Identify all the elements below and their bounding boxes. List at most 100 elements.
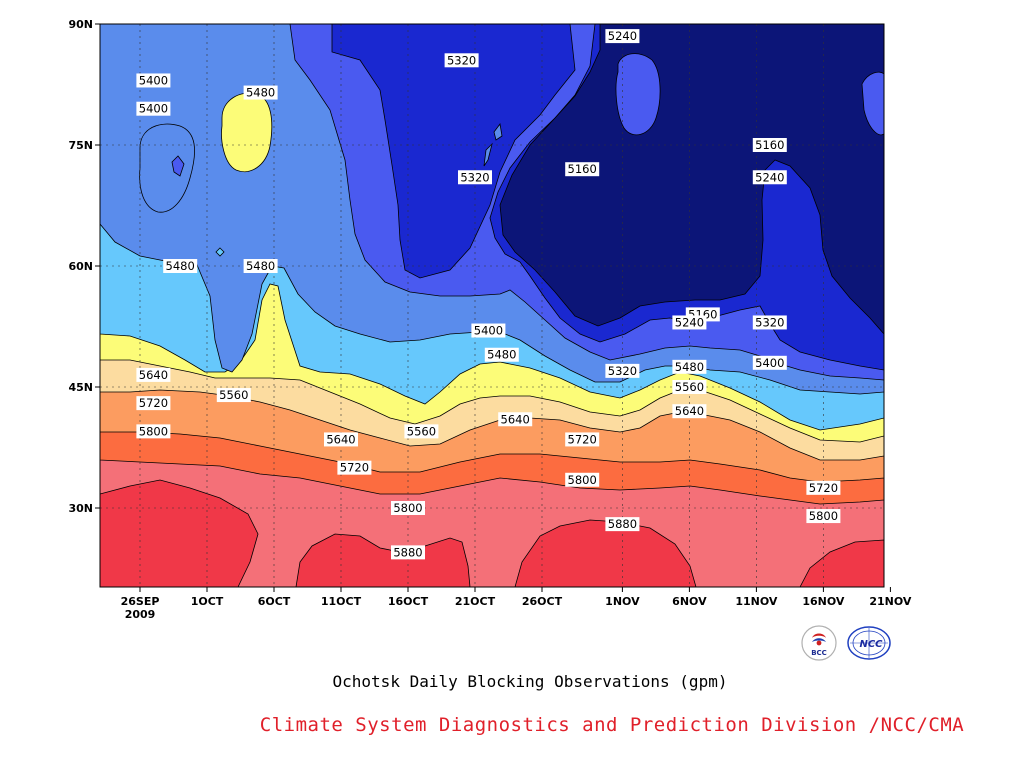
contour-label: 5880: [605, 517, 640, 532]
x-tick-label: 16NOV: [802, 595, 845, 608]
contour-label-text: 5800: [809, 509, 838, 523]
contour-label-box: [163, 259, 198, 273]
contour-label-text: 5720: [809, 481, 838, 495]
contour-label: 5240: [605, 29, 640, 44]
contour-label-box: [136, 367, 171, 382]
contour-label-text: 5800: [393, 501, 422, 515]
chart-subtitle: Ochotsk Daily Blocking Observations (gpm…: [332, 672, 728, 691]
contour-label-text: 5320: [460, 170, 489, 184]
contour-label: 5480: [243, 259, 278, 273]
contour-label-text: 5160: [568, 162, 597, 176]
contour-label-box: [565, 472, 600, 487]
band-5320-5400-island-2: [483, 123, 503, 167]
x-tick-label: 21NOV: [869, 595, 912, 608]
contour-label-text: 5240: [675, 315, 704, 329]
contour-label: 5320: [605, 363, 640, 378]
contour-label-box: [672, 380, 707, 394]
contour-label: 5400: [471, 323, 506, 338]
contour-label-text: 5400: [139, 73, 168, 87]
contour-label: 5720: [337, 460, 372, 475]
contour-label-box: [136, 396, 171, 411]
contour-label-box: [752, 315, 787, 330]
x-tick-label: 11NOV: [735, 595, 778, 608]
contour-label-box: [752, 355, 787, 370]
x-tick-label: 26OCT: [522, 595, 563, 608]
contour-label: 5400: [136, 101, 171, 116]
contour-label-box: [243, 259, 278, 273]
contour-label-box: [672, 404, 707, 419]
contour-label-text: 5320: [447, 53, 476, 67]
band-5400-5480-island: [215, 247, 225, 257]
contour-label: 5480: [672, 359, 707, 374]
x-tick-label: 6NOV: [672, 595, 707, 608]
contour-label: 5800: [806, 509, 841, 524]
plot-frame: [99, 23, 885, 588]
contour-label-text: 5480: [246, 86, 275, 100]
contour-label-text: 5880: [608, 517, 637, 531]
contour-label-box: [337, 460, 372, 475]
contour-label: 5880: [391, 545, 425, 560]
x-tick-label: 16OCT: [388, 595, 429, 608]
x-tick-label: 1OCT: [191, 595, 224, 608]
ncc-logo-text: NCC: [859, 639, 883, 650]
contour-label-text: 5480: [487, 348, 516, 362]
contour-label: 5800: [391, 501, 425, 515]
x-tick-label: 11OCT: [321, 595, 362, 608]
contour-label-text: 5640: [139, 368, 168, 382]
contour-label-text: 5560: [407, 424, 436, 438]
contour-label-text: 5480: [246, 259, 275, 273]
contour-label-box: [324, 432, 358, 447]
band-above-5880-4: [799, 539, 884, 587]
contour-label-box: [136, 101, 171, 116]
y-axis: 90N 75N 60N 45N 30N: [68, 18, 100, 515]
contour-label-text: 5480: [166, 259, 195, 273]
contour-label: 5640: [672, 404, 707, 419]
contour-label: 5640: [324, 432, 358, 447]
contour-label-text: 5640: [675, 404, 704, 418]
contour-label-text: 5400: [755, 356, 784, 370]
contour-label-box: [458, 170, 492, 185]
contour-label: 5400: [752, 355, 787, 370]
contour-label-box: [444, 53, 479, 68]
contour-label-box: [806, 480, 841, 495]
y-tick-label: 60N: [68, 260, 93, 273]
band-5240-5320-island-2: [615, 53, 661, 136]
bcc-logo-icon: BCC: [801, 625, 837, 661]
y-tick-label: 90N: [68, 18, 93, 31]
contour-label-box: [565, 432, 600, 447]
x-tick-label: 21OCT: [455, 595, 496, 608]
contour-label-text: 5800: [139, 424, 168, 438]
blocking-contour-chart: 5400 5400 5480 5320 5240 5160 5240 5160 5320 5480…: [68, 18, 912, 621]
contour-label-text: 5320: [608, 364, 637, 378]
contour-label-text: 5880: [393, 545, 422, 559]
contour-label: 5480: [163, 259, 198, 273]
contour-label-text: 5400: [474, 324, 503, 338]
x-tick-label: 1NOV: [605, 595, 640, 608]
contour-labels: 5400 5400 5480 5320 5240 5160 5240 5160 5320 5480…: [136, 29, 841, 560]
y-tick-label: 45N: [68, 381, 93, 394]
x-tick-label: 26SEP: [121, 595, 160, 608]
contour-label: 5560: [216, 388, 251, 403]
contour-label-box: [605, 517, 640, 532]
contour-label-box: [391, 501, 425, 515]
contour-label: 5320: [444, 53, 479, 68]
band-5480-5560-island: [221, 92, 273, 172]
contour-label-text: 5240: [608, 29, 637, 43]
contour-label-box: [216, 388, 251, 403]
contour-label: 5480: [243, 85, 278, 100]
contour-label-text: 5560: [675, 380, 704, 394]
contour-label: 5160: [752, 138, 787, 152]
contour-label-box: [672, 315, 707, 330]
contour-label-box: [243, 85, 278, 100]
contour-label-box: [498, 412, 533, 427]
band-above-5880-1: [100, 479, 259, 587]
contour-label: 5800: [136, 424, 171, 439]
contour-label: 5560: [672, 380, 707, 394]
contour-label: 5480: [484, 347, 519, 362]
contour-label-text: 5560: [219, 388, 248, 402]
x-tick-year-label: 2009: [125, 608, 156, 621]
contour-label-text: 5720: [568, 432, 597, 446]
contour-label: 5320: [752, 315, 787, 330]
contour-label: 5720: [806, 480, 841, 495]
